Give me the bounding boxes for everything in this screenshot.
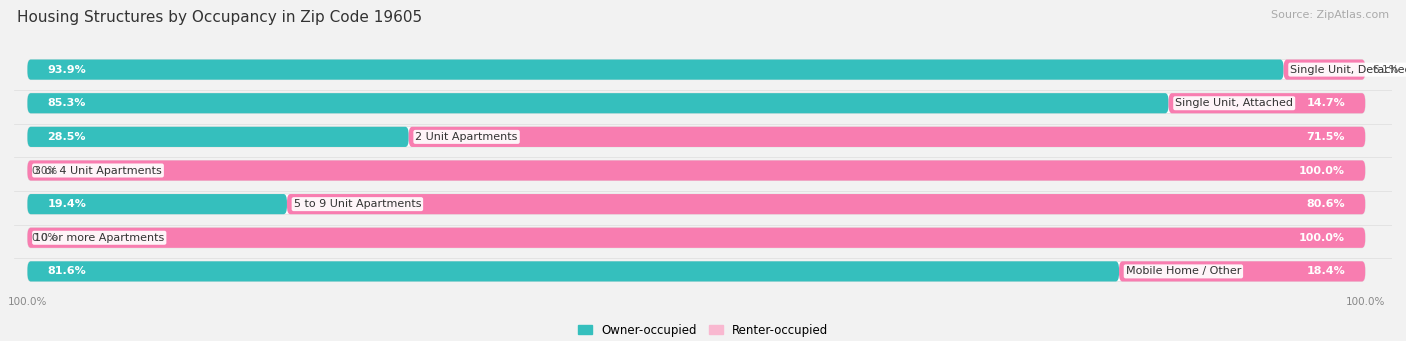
Text: 6.1%: 6.1%: [1372, 64, 1399, 75]
FancyBboxPatch shape: [28, 261, 1119, 281]
FancyBboxPatch shape: [287, 194, 1365, 214]
Text: 14.7%: 14.7%: [1306, 98, 1346, 108]
FancyBboxPatch shape: [28, 160, 1365, 181]
Text: Mobile Home / Other: Mobile Home / Other: [1126, 266, 1241, 277]
FancyBboxPatch shape: [28, 228, 1365, 248]
FancyBboxPatch shape: [28, 127, 1365, 147]
Text: 3 or 4 Unit Apartments: 3 or 4 Unit Apartments: [34, 165, 162, 176]
Text: Single Unit, Attached: Single Unit, Attached: [1175, 98, 1294, 108]
FancyBboxPatch shape: [28, 194, 287, 214]
Text: Source: ZipAtlas.com: Source: ZipAtlas.com: [1271, 10, 1389, 20]
FancyBboxPatch shape: [28, 194, 1365, 214]
Text: Single Unit, Detached: Single Unit, Detached: [1291, 64, 1406, 75]
Text: 0.0%: 0.0%: [31, 233, 58, 243]
Text: 5 to 9 Unit Apartments: 5 to 9 Unit Apartments: [294, 199, 422, 209]
Text: 10 or more Apartments: 10 or more Apartments: [34, 233, 165, 243]
FancyBboxPatch shape: [1284, 60, 1365, 80]
Text: 28.5%: 28.5%: [48, 132, 86, 142]
FancyBboxPatch shape: [28, 261, 1365, 281]
Text: 80.6%: 80.6%: [1306, 199, 1346, 209]
Text: 100.0%: 100.0%: [1299, 165, 1346, 176]
Legend: Owner-occupied, Renter-occupied: Owner-occupied, Renter-occupied: [572, 319, 834, 341]
FancyBboxPatch shape: [28, 127, 409, 147]
FancyBboxPatch shape: [28, 228, 1365, 248]
Text: 71.5%: 71.5%: [1306, 132, 1346, 142]
FancyBboxPatch shape: [28, 60, 1365, 80]
FancyBboxPatch shape: [28, 160, 1365, 181]
Text: 100.0%: 100.0%: [1299, 233, 1346, 243]
FancyBboxPatch shape: [28, 93, 1365, 113]
FancyBboxPatch shape: [28, 93, 1168, 113]
Text: 2 Unit Apartments: 2 Unit Apartments: [415, 132, 517, 142]
Text: 18.4%: 18.4%: [1306, 266, 1346, 277]
Text: 93.9%: 93.9%: [48, 64, 86, 75]
FancyBboxPatch shape: [1119, 261, 1365, 281]
Text: 19.4%: 19.4%: [48, 199, 86, 209]
Text: 0.0%: 0.0%: [31, 165, 58, 176]
FancyBboxPatch shape: [28, 60, 1284, 80]
FancyBboxPatch shape: [409, 127, 1365, 147]
Text: 81.6%: 81.6%: [48, 266, 86, 277]
Text: 85.3%: 85.3%: [48, 98, 86, 108]
Text: Housing Structures by Occupancy in Zip Code 19605: Housing Structures by Occupancy in Zip C…: [17, 10, 422, 25]
FancyBboxPatch shape: [1168, 93, 1365, 113]
